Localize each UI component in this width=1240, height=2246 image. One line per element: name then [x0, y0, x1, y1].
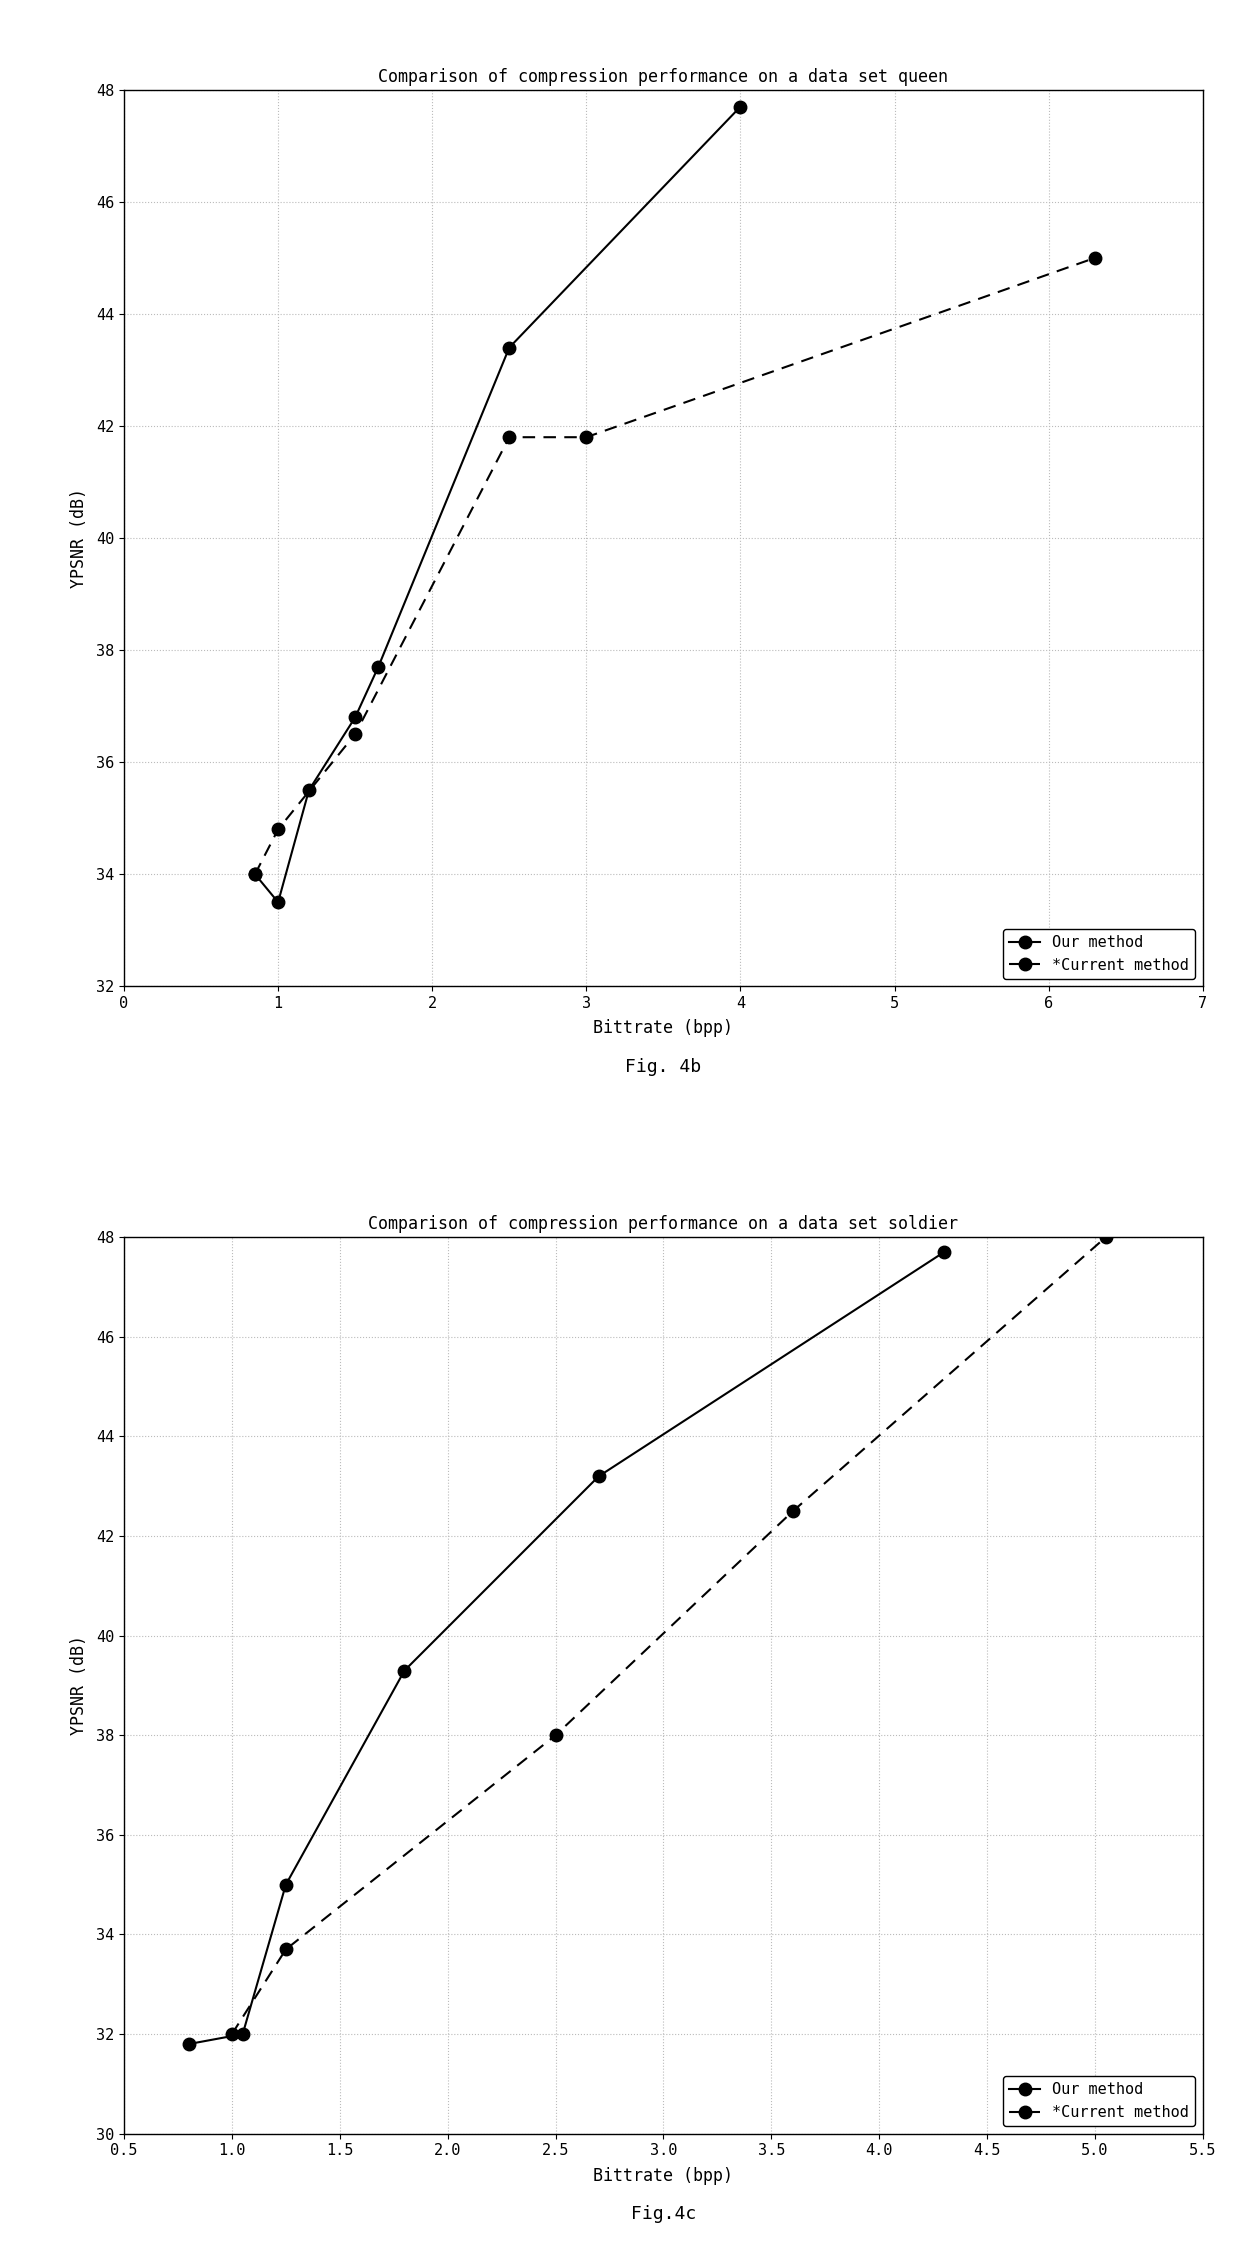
*Current method [248, 860, 263, 887]
Legend: Our method, *Current method: Our method, *Current method [1003, 2075, 1195, 2127]
Our method [502, 335, 517, 362]
Our method [278, 1871, 293, 1898]
Our method [591, 1462, 606, 1489]
Text: Fig.4c: Fig.4c [631, 2206, 696, 2224]
Our method [733, 92, 748, 119]
Line: *Current method: *Current method [226, 1231, 1112, 2039]
*Current method [1087, 245, 1102, 272]
Our method [301, 777, 316, 804]
Y-axis label: YPSNR (dB): YPSNR (dB) [69, 487, 88, 588]
Our method [371, 654, 386, 681]
Our method [936, 1240, 951, 1267]
*Current method [785, 1498, 800, 1525]
Our method [181, 2030, 196, 2057]
Our method [248, 860, 263, 887]
*Current method [502, 424, 517, 451]
Text: Fig. 4b: Fig. 4b [625, 1058, 702, 1076]
Title: Comparison of compression performance on a data set soldier: Comparison of compression performance on… [368, 1215, 959, 1233]
Our method [236, 2021, 250, 2048]
Our method [270, 889, 285, 916]
Our method [397, 1658, 412, 1684]
*Current method [548, 1723, 563, 1750]
Line: Our method: Our method [249, 101, 746, 907]
Line: *Current method: *Current method [249, 252, 1101, 880]
X-axis label: Bittrate (bpp): Bittrate (bpp) [594, 1020, 733, 1038]
Line: Our method: Our method [182, 1247, 950, 2051]
Our method [347, 703, 362, 730]
*Current method [579, 424, 594, 451]
*Current method [224, 2021, 239, 2048]
Y-axis label: YPSNR (dB): YPSNR (dB) [69, 1635, 88, 1736]
Title: Comparison of compression performance on a data set queen: Comparison of compression performance on… [378, 67, 949, 85]
Legend: Our method, *Current method: Our method, *Current method [1003, 930, 1195, 979]
*Current method [347, 721, 362, 748]
*Current method [278, 1936, 293, 1963]
X-axis label: Bittrate (bpp): Bittrate (bpp) [594, 2167, 733, 2185]
*Current method [270, 815, 285, 842]
*Current method [1099, 1224, 1114, 1251]
